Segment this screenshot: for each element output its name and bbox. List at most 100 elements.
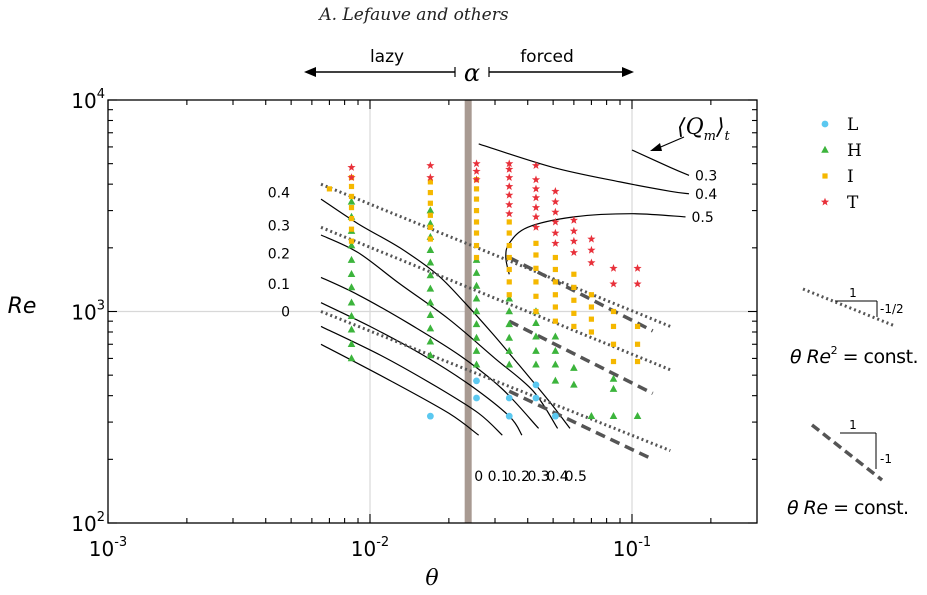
point-T-23 bbox=[551, 217, 560, 226]
point-I-55 bbox=[634, 341, 641, 347]
contour-lower-3 bbox=[320, 276, 540, 429]
point-T-31 bbox=[587, 258, 596, 267]
axis-ticks: 10-3 10-2 10-1 102 103 104 bbox=[71, 87, 757, 561]
point-H-29 bbox=[472, 294, 481, 302]
point-H-44 bbox=[551, 376, 560, 384]
point-H-53 bbox=[609, 374, 618, 382]
point-H-38 bbox=[505, 294, 514, 302]
slope-half-num: 1 bbox=[849, 286, 857, 300]
legend-label-H: H bbox=[847, 141, 862, 161]
point-H-15 bbox=[426, 311, 435, 319]
point-I-15 bbox=[473, 242, 480, 249]
point-I-11 bbox=[427, 200, 433, 206]
legend-label-I: I bbox=[847, 167, 854, 187]
point-T-25 bbox=[551, 197, 560, 206]
point-T-21 bbox=[551, 239, 560, 247]
contour-lower-4 bbox=[320, 234, 559, 429]
point-T-7 bbox=[505, 209, 514, 218]
point-L-3 bbox=[505, 412, 513, 420]
contour-left-label-1: 0.3 bbox=[268, 219, 290, 235]
point-H-14 bbox=[426, 324, 435, 332]
point-I-6 bbox=[348, 183, 355, 190]
point-I-45 bbox=[571, 271, 577, 277]
point-L-6 bbox=[532, 381, 540, 389]
contour-upper-label-0: 0.3 bbox=[695, 168, 717, 184]
point-I-52 bbox=[610, 323, 617, 330]
point-H-28 bbox=[472, 307, 481, 315]
slope-one-formula: θ Re = const. bbox=[787, 497, 909, 519]
point-H-47 bbox=[551, 332, 560, 340]
regime-lazy-label: lazy bbox=[370, 47, 404, 67]
point-T-20 bbox=[531, 161, 541, 169]
regime-alpha-label: α bbox=[464, 59, 480, 87]
point-H-39 bbox=[532, 360, 540, 368]
slope-one-num: 1 bbox=[849, 418, 857, 432]
point-H-6 bbox=[347, 270, 356, 278]
point-I-13 bbox=[427, 179, 433, 185]
author-header: A. Lefauve and others bbox=[317, 5, 508, 25]
point-T-8 bbox=[505, 200, 514, 209]
point-T-33 bbox=[587, 234, 596, 243]
point-I-14 bbox=[473, 254, 480, 261]
contour-bottom-label-2: 0.2 bbox=[508, 469, 530, 485]
upper-contour-title: ⟨Qm⟩t bbox=[650, 115, 731, 151]
point-H-8 bbox=[347, 241, 356, 249]
point-H-42 bbox=[532, 319, 540, 327]
contour-bottom-label-4: 0.4 bbox=[546, 469, 568, 485]
point-I-17 bbox=[473, 219, 480, 225]
point-H-20 bbox=[426, 245, 435, 253]
slope-panel-half: 1 -1/2 θ Re2 = const. bbox=[790, 286, 919, 368]
point-T-35 bbox=[609, 264, 618, 272]
point-I-30 bbox=[533, 293, 539, 299]
point-T-10 bbox=[505, 182, 514, 190]
contour-upper-0 bbox=[631, 149, 690, 176]
point-I-0 bbox=[326, 186, 333, 192]
point-H-7 bbox=[347, 255, 356, 263]
grid-lines bbox=[108, 100, 757, 523]
point-H-52 bbox=[609, 384, 618, 392]
point-T-22 bbox=[551, 228, 560, 237]
point-T-32 bbox=[587, 245, 596, 254]
point-T-9 bbox=[505, 190, 514, 199]
point-I-2 bbox=[348, 226, 355, 232]
point-H-16 bbox=[426, 298, 435, 306]
point-T-3 bbox=[426, 161, 435, 169]
slope-half-den: -1/2 bbox=[880, 302, 904, 316]
scaling-lines bbox=[320, 182, 671, 461]
point-T-1 bbox=[347, 163, 356, 171]
scaling-line-5 bbox=[508, 389, 654, 461]
contour-left-label-0: 0.4 bbox=[268, 186, 290, 202]
legend-marker-T bbox=[820, 197, 830, 206]
point-I-56 bbox=[634, 323, 641, 330]
legend-marker-L bbox=[821, 120, 829, 128]
point-T-27 bbox=[569, 248, 578, 256]
contour-left-label-4: 0 bbox=[281, 305, 290, 321]
point-I-44 bbox=[571, 284, 577, 291]
point-H-30 bbox=[472, 281, 481, 289]
point-L-4 bbox=[505, 394, 513, 402]
point-T-18 bbox=[531, 184, 541, 193]
point-I-41 bbox=[571, 323, 577, 330]
legend-marker-H bbox=[821, 145, 829, 153]
point-I-49 bbox=[588, 292, 595, 298]
point-I-53 bbox=[610, 308, 617, 315]
point-I-19 bbox=[473, 196, 480, 202]
point-T-11 bbox=[505, 173, 514, 181]
point-H-48 bbox=[570, 380, 578, 388]
point-T-6 bbox=[472, 159, 481, 168]
contour-upper-1 bbox=[478, 143, 690, 195]
point-I-34 bbox=[533, 240, 539, 246]
legend-label-L: L bbox=[847, 115, 858, 135]
point-I-23 bbox=[506, 279, 512, 285]
point-T-17 bbox=[531, 193, 541, 202]
slope-one-den: -1 bbox=[880, 452, 892, 466]
point-H-0 bbox=[347, 354, 356, 362]
y-tick-label-0: 102 bbox=[71, 510, 105, 536]
point-H-5 bbox=[347, 283, 356, 291]
contour-bottom-label-3: 0.3 bbox=[527, 469, 549, 485]
point-L-7 bbox=[551, 412, 559, 420]
point-I-43 bbox=[571, 297, 577, 303]
point-H-4 bbox=[347, 298, 356, 306]
point-I-28 bbox=[506, 219, 512, 225]
point-H-37 bbox=[505, 307, 514, 315]
